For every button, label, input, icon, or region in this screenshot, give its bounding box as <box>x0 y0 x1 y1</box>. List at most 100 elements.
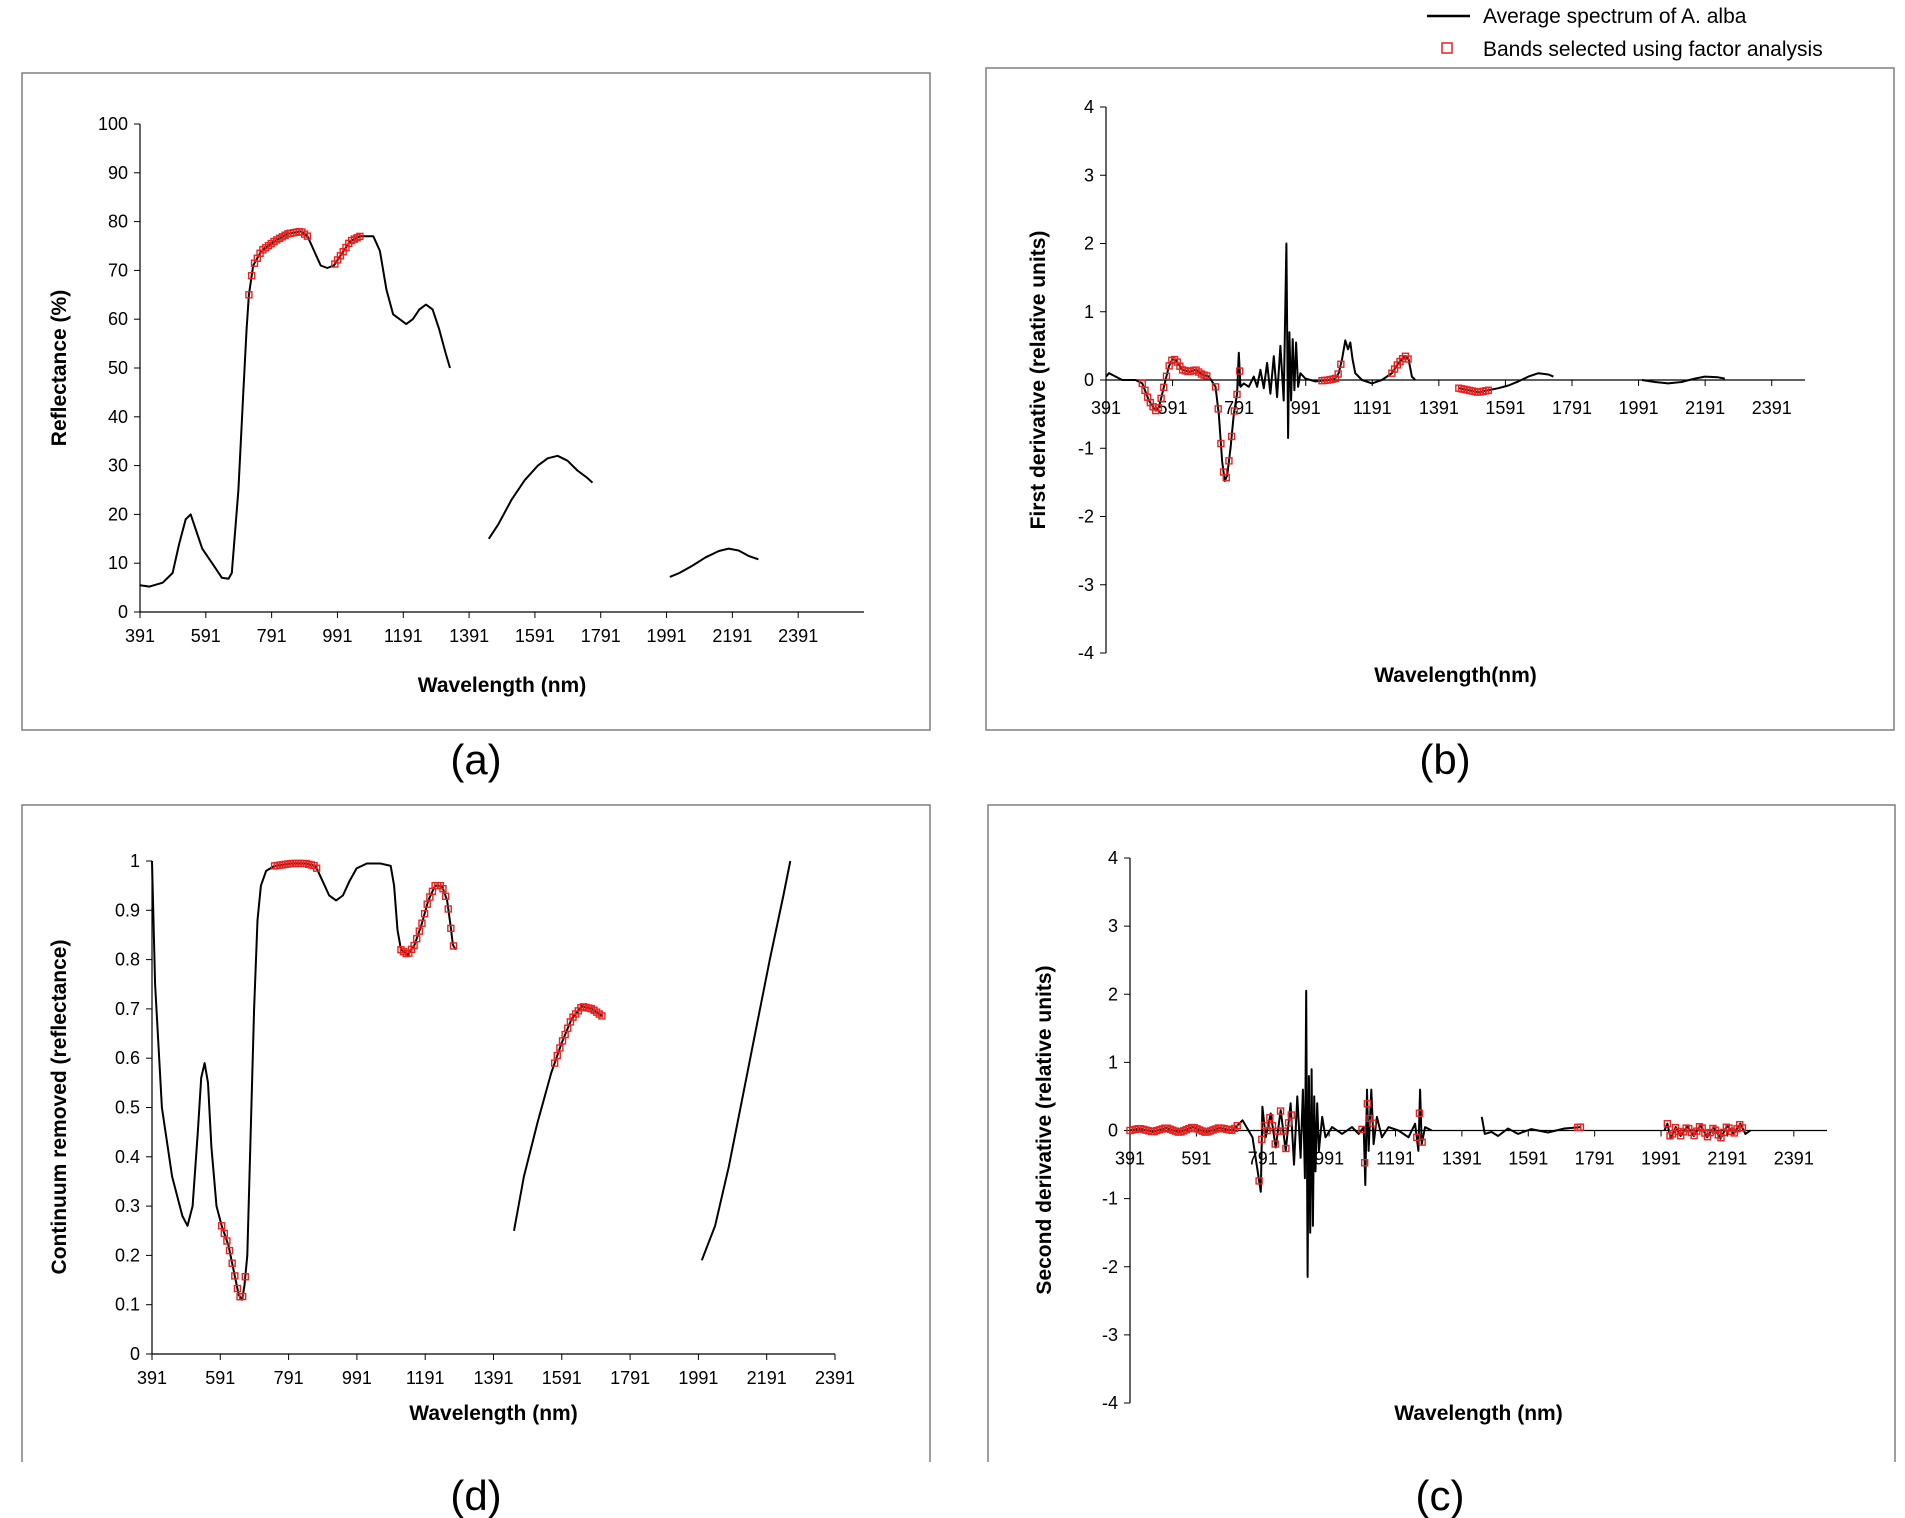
y-axis-label: Continuum removed (reflectance) <box>48 940 71 1275</box>
selected-band-marker <box>1138 379 1146 388</box>
selected-band-marker <box>1258 1135 1266 1144</box>
selected-band-marker <box>303 232 312 240</box>
x-tick-label: 1391 <box>449 626 489 646</box>
y-tick-label: 1 <box>130 851 140 871</box>
x-tick-label: 1791 <box>1552 398 1592 418</box>
x-tick-label: 391 <box>137 1368 167 1388</box>
y-tick-label: 3 <box>1108 916 1118 936</box>
selected-band-marker <box>1413 1133 1421 1142</box>
selected-band-marker <box>410 941 418 950</box>
legend: Average spectrum of A. alba Bands select… <box>1427 5 1823 61</box>
y-tick-label: 4 <box>1108 848 1118 868</box>
selected-band-marker <box>1369 1119 1377 1127</box>
x-tick-label: 1391 <box>1442 1149 1482 1169</box>
selected-band-marker <box>1154 404 1163 412</box>
y-tick-label: 30 <box>108 456 128 476</box>
selected-band-marker <box>238 1292 247 1301</box>
x-tick-label: 1791 <box>581 626 621 646</box>
selected-band-marker <box>1360 1159 1369 1167</box>
panel-b-frame <box>985 67 1895 731</box>
selected-band-marker <box>415 927 424 935</box>
x-tick-label: 391 <box>1115 1149 1145 1169</box>
y-tick-label: 0.9 <box>115 900 140 920</box>
x-tick-label: 1191 <box>1353 398 1392 418</box>
spectrum-line <box>1105 242 1416 482</box>
spectrum-line <box>151 860 457 1301</box>
selected-band-marker <box>1236 367 1244 375</box>
selected-band-marker <box>1227 432 1236 441</box>
selected-band-marker <box>217 1222 226 1230</box>
x-tick-label: 391 <box>125 626 155 646</box>
legend-marker-swatch <box>1441 42 1453 54</box>
selected-band-marker <box>223 1237 231 1245</box>
selected-band-marker <box>1214 405 1222 413</box>
y-tick-label: 0.2 <box>115 1245 140 1265</box>
x-tick-label: 1591 <box>1508 1149 1548 1169</box>
x-tick-label: 2391 <box>1774 1149 1814 1169</box>
y-axis-label: First derivative (relative units) <box>1027 231 1050 530</box>
selected-band-marker <box>449 942 458 950</box>
x-tick-label: 991 <box>1291 398 1321 418</box>
y-tick-label: 10 <box>108 553 128 573</box>
selected-band-marker <box>444 905 452 913</box>
x-tick-label: 2191 <box>747 1368 787 1388</box>
x-tick-label: 1991 <box>647 626 687 646</box>
y-tick-label: 2 <box>1108 984 1118 1004</box>
selected-band-marker <box>1233 1122 1241 1130</box>
x-tick-label: 591 <box>205 1368 235 1388</box>
spectrum-line <box>487 454 594 540</box>
x-axis-label: Wavelength (nm) <box>1394 1402 1562 1425</box>
x-tick-label: 1991 <box>678 1368 718 1388</box>
y-tick-label: -3 <box>1078 575 1094 595</box>
spectrum-line <box>700 860 792 1261</box>
selected-band-marker <box>1738 1124 1747 1132</box>
y-tick-label: -4 <box>1102 1393 1118 1413</box>
x-tick-label: 1591 <box>1485 398 1525 418</box>
x-tick-label: 791 <box>1224 398 1254 418</box>
spectrum-line <box>513 1005 603 1231</box>
selected-band-marker <box>1282 1144 1290 1153</box>
y-tick-label: -1 <box>1078 438 1094 458</box>
selected-band-marker <box>1484 386 1493 394</box>
panel-c-frame <box>987 804 1896 1462</box>
x-tick-label: 791 <box>257 626 287 646</box>
x-tick-label: 2191 <box>1707 1149 1747 1169</box>
panel-d-frame <box>21 804 931 1462</box>
y-tick-label: 2 <box>1084 234 1094 254</box>
y-tick-label: 3 <box>1084 165 1094 185</box>
y-tick-label: 0 <box>1108 1121 1118 1141</box>
selected-band-marker <box>441 892 450 900</box>
selected-band-marker <box>312 864 321 872</box>
selected-band-marker <box>356 232 364 241</box>
selected-band-marker <box>1225 457 1233 465</box>
selected-band-marker <box>420 910 429 918</box>
y-tick-label: 0.5 <box>115 1098 140 1118</box>
selected-band-marker <box>1279 1127 1287 1135</box>
selected-band-marker <box>1222 473 1230 482</box>
y-tick-label: 70 <box>108 260 128 280</box>
selected-band-marker <box>225 1246 234 1255</box>
selected-band-marker <box>1271 1140 1279 1148</box>
x-tick-label: 1991 <box>1619 398 1659 418</box>
x-axis-label: Wavelength(nm) <box>1374 664 1537 687</box>
selected-band-marker <box>1211 383 1220 391</box>
y-tick-label: 0.8 <box>115 950 140 970</box>
x-tick-label: 1391 <box>473 1368 513 1388</box>
y-tick-label: 80 <box>108 212 128 232</box>
x-tick-label: 1591 <box>542 1368 582 1388</box>
y-tick-label: 1 <box>1084 302 1094 322</box>
y-tick-label: 0 <box>118 602 128 622</box>
x-tick-label: 1591 <box>515 626 555 646</box>
selected-band-marker <box>231 1272 239 1280</box>
selected-band-marker <box>423 900 431 908</box>
y-tick-label: -2 <box>1078 507 1094 527</box>
selected-band-marker <box>1141 386 1149 395</box>
selected-band-marker <box>413 935 421 943</box>
y-axis-label: Second derivative (relative units) <box>1033 965 1056 1294</box>
selected-band-marker <box>418 919 426 927</box>
x-axis-label: Wavelength (nm) <box>409 1402 577 1425</box>
panel-label-a: (a) <box>450 736 501 783</box>
x-tick-label: 2191 <box>712 626 752 646</box>
x-tick-label: 991 <box>342 1368 372 1388</box>
